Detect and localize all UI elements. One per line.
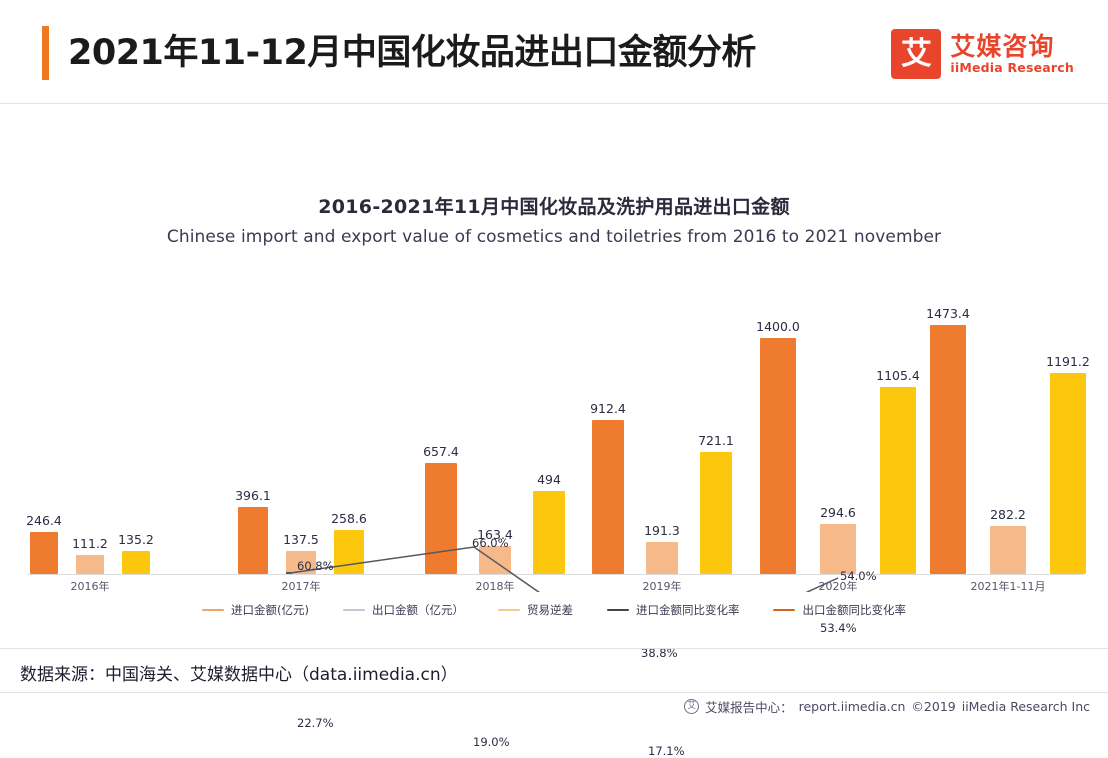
logo-mark-icon: 艾 <box>891 29 942 79</box>
bar <box>286 550 316 574</box>
legend-item[interactable]: 进口金额同比变化率 <box>606 602 740 618</box>
bar <box>238 507 268 574</box>
data-source-text: 数据来源：中国海关、艾媒数据中心（data.iimedia.cn） <box>20 665 458 685</box>
bar <box>700 452 732 574</box>
category-label: 2016年 <box>70 580 110 593</box>
page-title: 2021年11-12月中国化妆品进出口金额分析 <box>68 33 756 73</box>
bar-value-label: 721.1 <box>698 433 734 449</box>
chart-title-en: Chinese import and export value of cosme… <box>166 227 942 247</box>
legend-swatch-icon <box>342 609 365 611</box>
rate-value-label: 60.8% <box>297 559 334 573</box>
chart-title-cn: 2016-2021年11月中国化妆品及洗护用品进出口金额 <box>318 196 790 218</box>
bar <box>930 325 966 574</box>
legend-label: 贸易逆差 <box>526 603 573 617</box>
logo-name-en: iiMedia Research <box>950 59 1074 75</box>
chart-plot-area: 246.4 111.2 135.2 396.1 137.5 258.6 657.4 163.4… <box>0 262 1108 758</box>
legend-swatch-icon <box>606 608 629 612</box>
legend-item[interactable]: 出口金额同比变化率 <box>773 602 906 618</box>
bar <box>425 463 457 574</box>
bar-value-label: 135.2 <box>118 532 154 548</box>
rate-value-label: 38.8% <box>641 646 678 660</box>
rate-value-label: 17.1% <box>648 744 685 758</box>
watermark-label: 艾媒报告中心： <box>705 700 793 715</box>
watermark-url[interactable]: report.iimedia.cn <box>798 699 906 714</box>
legend-item[interactable]: 出口金额（亿元） <box>342 602 464 618</box>
rate-value-label: 54.0% <box>840 569 877 583</box>
bar <box>760 337 796 574</box>
page-header: 2021年11-12月中国化妆品进出口金额分析 艾 艾媒咨询 iiMedia R… <box>0 0 1108 104</box>
bar-value-label: 282.2 <box>990 507 1026 523</box>
bar-value-label: 294.6 <box>820 505 856 521</box>
bar-value-label: 396.1 <box>235 488 271 504</box>
footer-divider-top <box>0 648 1108 649</box>
footer-divider-bottom <box>0 692 1108 693</box>
legend-swatch-icon <box>497 609 520 611</box>
bar-value-label: 163.4 <box>477 527 513 543</box>
rate-line <box>289 546 839 592</box>
bar-value-label: 912.4 <box>590 401 626 417</box>
rate-value-label: 22.7% <box>297 716 334 730</box>
bar <box>533 490 565 574</box>
rate-value-label: 66.0% <box>472 536 509 550</box>
bar-value-label: 1473.4 <box>926 306 970 322</box>
bar-value-label: 191.3 <box>644 522 680 538</box>
bar-value-label: 258.6 <box>331 511 367 527</box>
rate-lines-layer <box>286 546 839 592</box>
category-label: 2021年1-11月 <box>970 580 1046 593</box>
legend-swatch-icon <box>202 609 224 611</box>
bar-value-label: 1191.2 <box>1046 353 1090 369</box>
legend-label: 出口金额同比变化率 <box>802 603 906 617</box>
watermark-copyright: ©2019 <box>911 699 956 714</box>
legend-swatch-icon <box>773 608 796 612</box>
category-label: 2018年 <box>475 580 515 593</box>
legend-label: 出口金额（亿元） <box>371 603 464 617</box>
bar-value-label: 494 <box>537 471 561 487</box>
bar <box>76 555 104 574</box>
legend-label: 进口金额(亿元) <box>231 603 309 617</box>
bar-value-label: 246.4 <box>26 513 62 529</box>
bar <box>990 526 1026 574</box>
watermark-logo-icon: 艾 <box>684 699 700 714</box>
header-accent-bar <box>42 26 49 80</box>
footer-watermark: 艾 艾媒报告中心： report.iimedia.cn ©2019 iiMedi… <box>684 697 1090 716</box>
bar <box>820 524 856 574</box>
logo-text: 艾媒咨询 iiMedia Research <box>950 33 1074 76</box>
legend-item[interactable]: 贸易逆差 <box>497 602 573 618</box>
bar <box>592 420 624 574</box>
iimedia-logo: 艾 艾媒咨询 iiMedia Research <box>891 26 1074 82</box>
x-axis-line <box>28 574 1083 575</box>
bar-value-label: 1400.0 <box>756 318 800 334</box>
bar-value-label: 1105.4 <box>876 368 920 384</box>
legend-label: 进口金额同比变化率 <box>635 603 740 617</box>
bar <box>30 532 58 574</box>
header-divider <box>0 103 1108 104</box>
watermark-company: iiMedia Research Inc <box>961 699 1090 714</box>
bar <box>1050 372 1086 574</box>
bar <box>880 387 916 574</box>
rate-value-label: 53.4% <box>820 621 857 635</box>
legend-item[interactable]: 进口金额(亿元) <box>202 602 309 618</box>
chart-legend: 进口金额(亿元) 出口金额（亿元） 贸易逆差 进口金额同比变化率 出口金额同比变化率 <box>0 598 1108 622</box>
category-label: 2019年 <box>642 580 682 593</box>
rate-value-label: 19.0% <box>473 735 510 749</box>
bar-value-label: 111.2 <box>72 536 108 552</box>
bar <box>646 541 678 574</box>
bar <box>122 551 150 574</box>
category-label: 2017年 <box>281 580 321 593</box>
bar-value-label: 137.5 <box>283 531 319 547</box>
logo-name-cn: 艾媒咨询 <box>950 31 1055 61</box>
category-label: 2020年 <box>818 580 858 593</box>
bar-value-label: 657.4 <box>423 444 459 460</box>
